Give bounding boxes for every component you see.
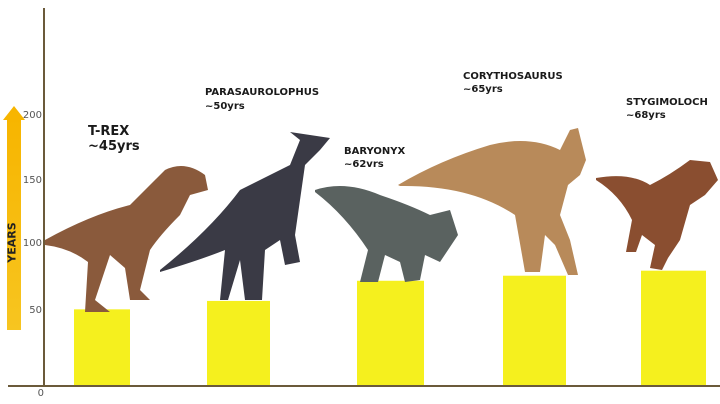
category-label-parasaurolophus: PARASAUROLOPHUS ~50yrs [205,87,319,112]
value-label: ~62vrs [344,159,384,170]
t-rex-illustration [45,166,208,312]
years-arrow [3,106,25,330]
value-label: ~50yrs [205,101,245,112]
y-tick-label: 0 [37,388,44,399]
value-label: ~65yrs [463,84,503,95]
category-name: PARASAUROLOPHUS [205,87,320,98]
baryonyx-illustration [315,186,458,282]
category-label-stygimoloch: STYGIMOLOCH ~68yrs [626,97,708,121]
category-name: BARYONYX [344,146,406,157]
parasaurolophus-illustration [160,132,330,300]
category-label-t-rex: T-REX ~45yrs [88,124,140,154]
category-name: T-REX [88,124,130,139]
value-label: ~45yrs [88,139,140,154]
bar-parasaurolophus [207,300,270,385]
y-axis-title: YEARS [5,222,19,263]
y-tick-label: 100 [22,238,42,249]
bar-baryonyx [357,280,424,385]
value-label: ~68yrs [626,110,666,121]
category-label-corythosaurus: CORYTHOSAURUS ~65yrs [463,71,563,95]
y-tick-label: 150 [22,175,42,186]
category-name: STYGIMOLOCH [626,97,708,108]
corythosaurus-illustration [398,128,586,275]
category-name: CORYTHOSAURUS [463,71,563,82]
bar-t-rex [74,309,130,385]
bar-stygimoloch [641,270,706,385]
y-tick-label: 200 [22,110,42,121]
dinosaur-illustrations [45,128,718,312]
y-tick-label: 50 [29,305,42,316]
bar-corythosaurus [503,275,566,385]
category-label-baryonyx: BARYONYX ~62vrs [344,146,405,170]
stygimoloch-illustration [596,160,718,270]
